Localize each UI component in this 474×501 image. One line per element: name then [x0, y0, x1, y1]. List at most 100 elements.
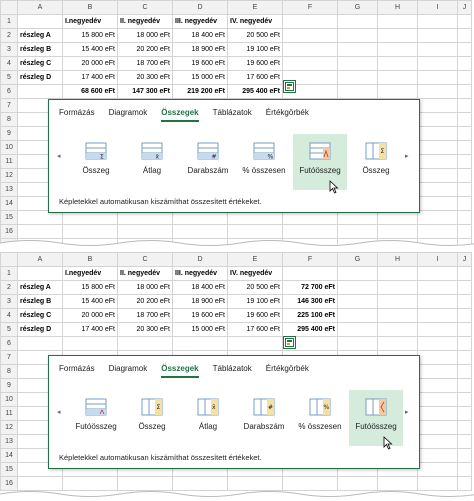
cell[interactable] — [417, 392, 458, 407]
cell[interactable] — [17, 84, 63, 99]
column-header[interactable]: C — [117, 252, 173, 267]
tile-count[interactable]: # Darabszám — [181, 134, 235, 190]
row-header[interactable]: 12 — [0, 420, 18, 435]
cell[interactable] — [417, 42, 458, 57]
row-header[interactable]: 10 — [0, 140, 18, 155]
cell[interactable]: 225 100 eFt — [282, 308, 338, 323]
cell[interactable]: 20 200 eFt — [117, 42, 173, 57]
cell[interactable]: 68 600 eFt — [62, 84, 118, 99]
tab-tables[interactable]: Táblázatok — [212, 364, 252, 373]
cell[interactable] — [417, 56, 458, 71]
cell[interactable] — [377, 308, 418, 323]
cell[interactable] — [457, 406, 472, 421]
cell[interactable] — [17, 336, 63, 351]
cell[interactable] — [337, 28, 378, 43]
cell[interactable] — [417, 154, 458, 169]
quick-analysis-button[interactable] — [283, 336, 296, 349]
cell[interactable] — [417, 182, 458, 197]
cell[interactable]: 19 100 eFt — [227, 42, 283, 57]
cell[interactable]: 18 000 eFt — [117, 280, 173, 295]
row-header[interactable]: 2 — [0, 28, 18, 43]
cell[interactable] — [337, 42, 378, 57]
tile-sum-column[interactable]: Σ Összeg — [349, 134, 403, 190]
tab-totals[interactable]: Összegek — [161, 364, 199, 378]
cell[interactable] — [337, 280, 378, 295]
cell[interactable]: 295 400 eFt — [282, 322, 338, 337]
cell[interactable]: 17 400 eFt — [62, 70, 118, 85]
cell[interactable] — [337, 336, 378, 351]
cell[interactable] — [457, 448, 472, 463]
cell[interactable]: 19 600 eFt — [227, 56, 283, 71]
cell[interactable]: 15 400 eFt — [62, 294, 118, 309]
cell[interactable] — [337, 294, 378, 309]
tab-sparklines[interactable]: Értékgörbék — [265, 108, 309, 117]
cell[interactable] — [417, 98, 458, 113]
row-header[interactable]: 3 — [0, 294, 18, 309]
cell[interactable] — [417, 336, 458, 351]
cell[interactable] — [457, 266, 472, 281]
cell[interactable] — [377, 84, 418, 99]
cell[interactable] — [457, 196, 472, 211]
cell[interactable] — [457, 70, 472, 85]
column-header[interactable]: C — [117, 0, 173, 15]
cell[interactable] — [457, 140, 472, 155]
cell[interactable]: II. negyedév — [117, 14, 173, 29]
cell[interactable] — [457, 14, 472, 29]
column-header[interactable]: E — [227, 252, 283, 267]
column-header[interactable]: G — [337, 0, 378, 15]
scroll-left-arrow[interactable]: ◂ — [57, 153, 61, 160]
cell[interactable] — [377, 294, 418, 309]
row-header[interactable]: 4 — [0, 56, 18, 71]
cell[interactable]: 20 200 eFt — [117, 294, 173, 309]
cell[interactable]: 20 300 eFt — [117, 322, 173, 337]
cell[interactable]: 19 600 eFt — [172, 308, 228, 323]
column-header[interactable]: I — [417, 0, 458, 15]
row-header[interactable]: 2 — [0, 280, 18, 295]
cell[interactable] — [457, 42, 472, 57]
cell[interactable] — [457, 476, 472, 491]
row-header[interactable]: 6 — [0, 336, 18, 351]
cell[interactable] — [457, 84, 472, 99]
row-header[interactable]: 10 — [0, 392, 18, 407]
column-header[interactable]: H — [377, 252, 418, 267]
cell[interactable] — [457, 364, 472, 379]
cell[interactable] — [457, 350, 472, 365]
cell[interactable]: 295 400 eFt — [227, 84, 283, 99]
cell[interactable] — [172, 336, 228, 351]
cell[interactable] — [417, 126, 458, 141]
row-header[interactable]: 5 — [0, 70, 18, 85]
cell[interactable]: IV. negyedév — [227, 266, 283, 281]
cell[interactable] — [417, 84, 458, 99]
cell[interactable] — [457, 322, 472, 337]
row-header[interactable]: 13 — [0, 434, 18, 449]
row-header[interactable]: 7 — [0, 350, 18, 365]
cell[interactable] — [457, 154, 472, 169]
tab-sparklines[interactable]: Értékgörbék — [265, 364, 309, 373]
cell[interactable]: részleg A — [17, 280, 63, 295]
row-header[interactable]: 8 — [0, 112, 18, 127]
cell[interactable] — [457, 434, 472, 449]
row-header[interactable]: 1 — [0, 266, 18, 281]
column-header[interactable]: H — [377, 0, 418, 15]
row-header[interactable]: 5 — [0, 322, 18, 337]
cell[interactable]: 146 300 eFt — [282, 294, 338, 309]
row-header[interactable]: 14 — [0, 196, 18, 211]
row-header[interactable]: 8 — [0, 364, 18, 379]
cell[interactable] — [417, 434, 458, 449]
cell[interactable]: részleg A — [17, 28, 63, 43]
row-header[interactable]: 11 — [0, 406, 18, 421]
cell[interactable] — [117, 336, 173, 351]
cell[interactable] — [417, 28, 458, 43]
row-header[interactable]: 6 — [0, 84, 18, 99]
scroll-right-arrow[interactable]: ▸ — [405, 409, 409, 416]
row-header[interactable]: 13 — [0, 182, 18, 197]
cell[interactable] — [417, 112, 458, 127]
column-header[interactable]: F — [282, 0, 338, 15]
column-header[interactable]: I — [417, 252, 458, 267]
cell[interactable]: 72 700 eFt — [282, 280, 338, 295]
cell[interactable]: részleg B — [17, 42, 63, 57]
cell[interactable] — [457, 308, 472, 323]
cell[interactable] — [377, 42, 418, 57]
cell[interactable]: 17 600 eFt — [227, 322, 283, 337]
cell[interactable] — [457, 294, 472, 309]
